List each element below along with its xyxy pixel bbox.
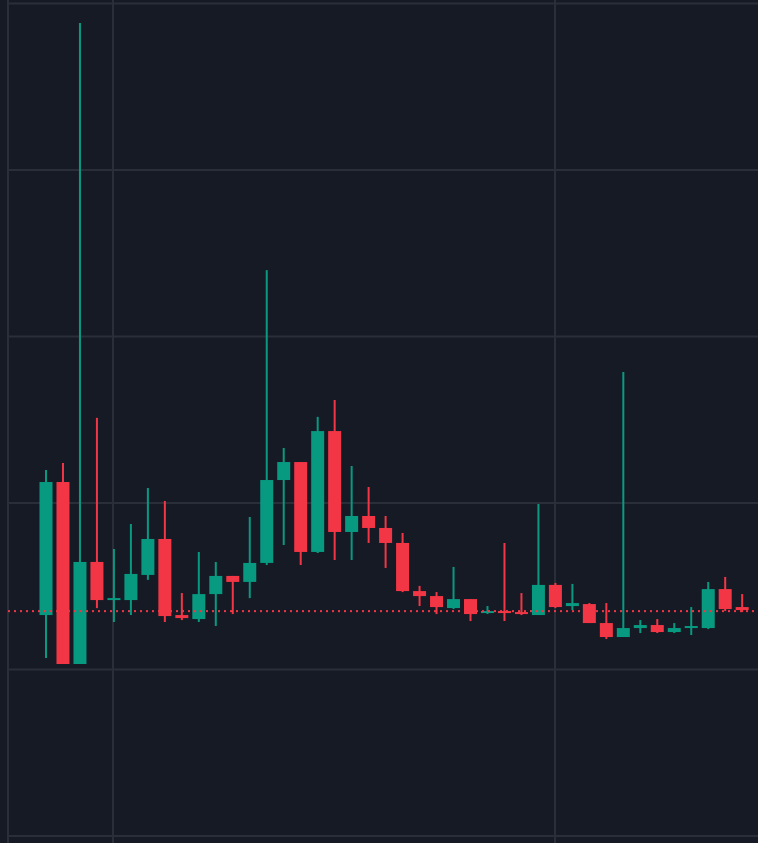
candle-body — [311, 431, 325, 552]
candle-body — [277, 462, 291, 481]
candle-body — [39, 482, 53, 616]
candle-body — [294, 462, 308, 552]
candle-body — [209, 575, 223, 595]
candle-body — [379, 527, 393, 543]
candle-body — [565, 603, 579, 607]
candle-body — [633, 625, 647, 629]
candle-body — [396, 542, 410, 592]
candle-body — [735, 607, 749, 611]
candle-body — [548, 584, 562, 608]
candle-body — [226, 575, 240, 582]
candle-body — [599, 623, 613, 638]
candle-body — [328, 431, 342, 532]
candle-body — [430, 596, 444, 608]
candle-body — [480, 611, 494, 614]
candle-body — [345, 515, 359, 532]
candle-body — [90, 561, 104, 601]
candle-body — [413, 591, 427, 597]
candle-body — [684, 626, 698, 629]
candle-body — [362, 515, 376, 528]
candle-body — [243, 562, 257, 582]
candle-body — [701, 589, 715, 629]
candle-body — [260, 480, 274, 563]
candle-body — [56, 482, 70, 665]
candle-body — [447, 599, 461, 609]
candle-body — [497, 611, 511, 614]
candle-body — [514, 612, 528, 615]
candle-body — [718, 589, 732, 610]
candle-body — [650, 625, 664, 633]
candle-body — [192, 594, 206, 620]
candle-body — [73, 561, 87, 665]
candle-body — [531, 584, 545, 616]
candle-body — [582, 604, 596, 624]
candle-body — [175, 615, 189, 619]
candle-body — [616, 628, 630, 638]
candle-body — [124, 573, 138, 601]
candle-body — [107, 598, 121, 601]
candle-body — [141, 538, 155, 575]
candle-body — [464, 599, 477, 615]
candle-body — [158, 538, 172, 617]
candle-body — [667, 628, 681, 633]
